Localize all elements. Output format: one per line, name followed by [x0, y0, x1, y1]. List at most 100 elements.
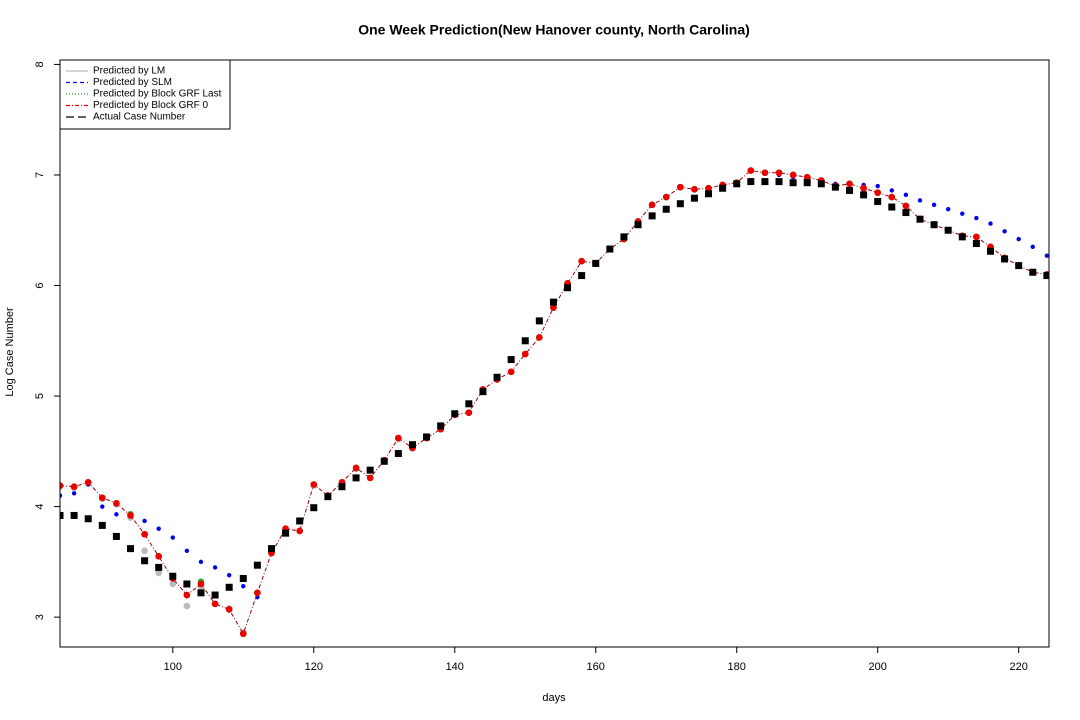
point [902, 209, 910, 217]
point [648, 201, 656, 209]
point [226, 572, 232, 578]
point [917, 198, 923, 203]
point [338, 483, 346, 491]
point [366, 474, 374, 482]
point [197, 589, 205, 597]
point [690, 194, 698, 202]
point [352, 464, 360, 472]
point [211, 591, 219, 599]
point [846, 180, 853, 188]
point [916, 215, 924, 223]
point [974, 215, 979, 221]
point [860, 184, 867, 192]
point [267, 545, 275, 553]
point [775, 169, 783, 177]
point [747, 178, 755, 186]
point [239, 574, 247, 582]
point [84, 478, 92, 486]
point [451, 410, 459, 418]
point [972, 240, 980, 248]
point [817, 180, 825, 188]
point [310, 504, 318, 512]
point [677, 183, 684, 191]
plot-frame [59, 59, 1050, 648]
point [592, 259, 600, 267]
plot-area [60, 167, 1049, 638]
y-tick-label: 6 [34, 282, 46, 288]
point [521, 337, 529, 345]
point [691, 186, 698, 193]
point [126, 545, 134, 553]
point [98, 494, 106, 502]
point [100, 504, 105, 509]
point [113, 499, 120, 507]
point [142, 518, 147, 524]
point [986, 247, 994, 255]
point [1030, 244, 1035, 250]
point [705, 190, 713, 198]
point [789, 171, 797, 179]
point [324, 493, 332, 501]
point [888, 193, 896, 201]
point [169, 572, 177, 580]
point [564, 284, 572, 292]
point [719, 184, 727, 192]
point [423, 433, 431, 441]
point [521, 350, 529, 358]
point [902, 202, 910, 210]
point [155, 553, 162, 560]
point [465, 409, 473, 416]
point [183, 580, 191, 588]
point [184, 548, 190, 554]
point [875, 183, 880, 189]
point [507, 368, 515, 376]
x-tick-label: 160 [587, 661, 605, 673]
point [352, 474, 360, 482]
point [874, 197, 882, 205]
point [112, 532, 120, 540]
point [733, 180, 741, 188]
series-line [60, 170, 1047, 635]
point [676, 200, 684, 208]
point [395, 434, 402, 442]
legend-label: Predicted by SLM [93, 77, 172, 88]
point [211, 600, 219, 608]
x-tick-label: 100 [164, 661, 182, 673]
point [60, 511, 64, 519]
y-tick-label: 7 [34, 172, 46, 178]
point [761, 169, 769, 177]
point [198, 559, 204, 565]
point [536, 334, 543, 341]
point [874, 189, 882, 196]
y-tick-label: 4 [34, 504, 46, 510]
y-tick-label: 5 [34, 393, 46, 399]
point [944, 226, 952, 234]
point [888, 203, 896, 211]
point [170, 535, 175, 540]
point [465, 400, 473, 408]
x-axis-label: days [542, 692, 566, 704]
point [578, 257, 585, 265]
chart-title: One Week Prediction(New Hanover county, … [358, 22, 750, 38]
point [507, 356, 515, 364]
x-tick-label: 200 [869, 661, 887, 673]
point [254, 589, 261, 597]
point [225, 583, 233, 591]
point [60, 493, 63, 498]
point [789, 179, 797, 187]
point [408, 441, 416, 449]
point [253, 561, 261, 569]
point [366, 466, 374, 474]
point [606, 245, 614, 253]
point [988, 221, 993, 226]
point [973, 233, 980, 241]
point [114, 512, 119, 517]
point [70, 483, 78, 491]
point [1016, 236, 1021, 242]
point [296, 527, 303, 535]
point [155, 569, 162, 577]
point [931, 202, 937, 208]
point [155, 563, 163, 571]
point [127, 512, 134, 519]
